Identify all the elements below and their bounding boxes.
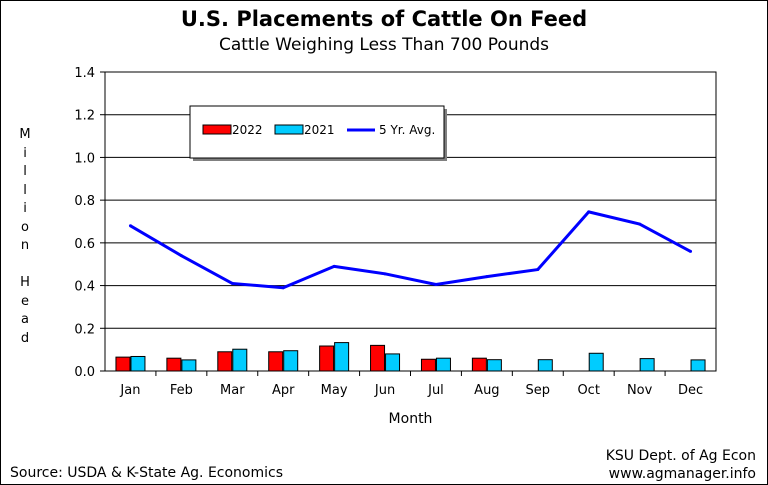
x-axis-label: Month: [389, 411, 433, 427]
bar-2022: [217, 351, 233, 372]
y-tick-label: 0.0: [74, 365, 95, 380]
legend-box: [189, 105, 445, 159]
y-axis-label-letter: n: [20, 238, 30, 253]
bar-2022: [471, 357, 487, 372]
legend-swatch: [202, 124, 232, 135]
bar-2022: [420, 358, 436, 372]
line-5yr-avg: [129, 210, 692, 290]
bar-2022: [370, 344, 386, 372]
bar-2021: [232, 348, 248, 372]
x-tick-label: Jun: [374, 383, 395, 398]
line-point: [128, 224, 132, 228]
x-tick-label: Dec: [678, 383, 703, 398]
legend-swatch: [274, 124, 304, 135]
y-tick-label: 0.4: [74, 280, 95, 295]
line-point: [689, 249, 693, 253]
y-axis-label-letter: l: [23, 182, 27, 198]
chart-subtitle: Cattle Weighing Less Than 700 Pounds: [218, 35, 550, 55]
y-tick-label: 1.0: [74, 151, 95, 166]
x-tick-label: Sep: [526, 383, 551, 398]
bar-2021: [588, 352, 604, 372]
y-tick-label: 0.6: [74, 237, 95, 252]
legend-label: 5 Yr. Avg.: [379, 123, 435, 137]
bar-2021: [690, 359, 706, 372]
credit-url: www.agmanager.info: [608, 466, 756, 482]
y-axis-label-letter: d: [20, 330, 30, 346]
y-axis-label-letter: o: [21, 219, 29, 235]
bar-2021: [385, 353, 401, 372]
line-point: [485, 275, 489, 279]
bar-2022: [115, 356, 131, 372]
bar-2021: [130, 355, 146, 372]
chart-title: U.S. Placements of Cattle On Feed: [180, 7, 588, 31]
source-note: Source: USDA & K-State Ag. Economics: [10, 465, 284, 481]
bar-2021: [537, 359, 553, 372]
bar-2021: [639, 358, 655, 372]
bar-2021: [334, 342, 350, 372]
legend: 2022 2021 5 Yr. Avg.: [189, 105, 447, 161]
bars-layer: [115, 342, 706, 372]
y-tick-label: 0.8: [74, 194, 95, 209]
bar-2021: [181, 359, 197, 372]
y-tick-label: 1.2: [74, 109, 95, 124]
y-axis-label-letter: H: [20, 275, 30, 290]
legend-label: 2021: [304, 123, 335, 137]
bar-2022: [268, 351, 284, 372]
x-tick-label: Feb: [170, 383, 193, 398]
line-point: [179, 254, 183, 258]
credit-org: KSU Dept. of Ag Econ: [605, 448, 756, 464]
x-tick-label: Oct: [577, 383, 599, 398]
line-point: [230, 281, 234, 285]
bar-2021: [435, 357, 451, 372]
y-axis-label-letter: l: [23, 164, 27, 179]
ticks-layer: 0.0 0.2 0.4 0.6 0.8 1.0 1.2 1.4 Jan Feb Mar Apr May J…: [74, 66, 703, 398]
line-point: [638, 222, 642, 226]
bar-2021: [486, 359, 502, 372]
x-tick-label: Mar: [220, 383, 245, 398]
line-point: [332, 264, 336, 268]
x-tick-label: Jan: [119, 383, 140, 398]
bar-2022: [319, 345, 335, 372]
y-tick-label: 0.2: [74, 322, 95, 337]
x-tick-label: Jul: [427, 383, 444, 398]
y-tick-label: 1.4: [74, 66, 95, 81]
line-point: [536, 268, 540, 272]
x-tick-label: Aug: [474, 383, 499, 398]
line-point: [281, 286, 285, 290]
legend-label: 2022: [232, 123, 263, 137]
bar-2022: [166, 357, 182, 372]
line-layer: [128, 210, 693, 290]
line-point: [383, 272, 387, 276]
y-axis-label-letter: a: [21, 312, 29, 327]
y-axis-label-letter: e: [21, 293, 29, 309]
x-tick-label: May: [321, 383, 348, 398]
line-point: [587, 210, 591, 214]
line-point: [434, 283, 438, 287]
y-axis-label-letter: M: [19, 127, 31, 142]
y-axis-label-letter: i: [23, 201, 27, 216]
x-tick-label: Apr: [272, 383, 295, 398]
credit-block: KSU Dept. of Ag Econ www.agmanager.info: [606, 447, 756, 483]
bar-2021: [283, 350, 299, 372]
x-tick-label: Nov: [627, 383, 653, 398]
y-axis-label-letter: i: [23, 145, 27, 161]
